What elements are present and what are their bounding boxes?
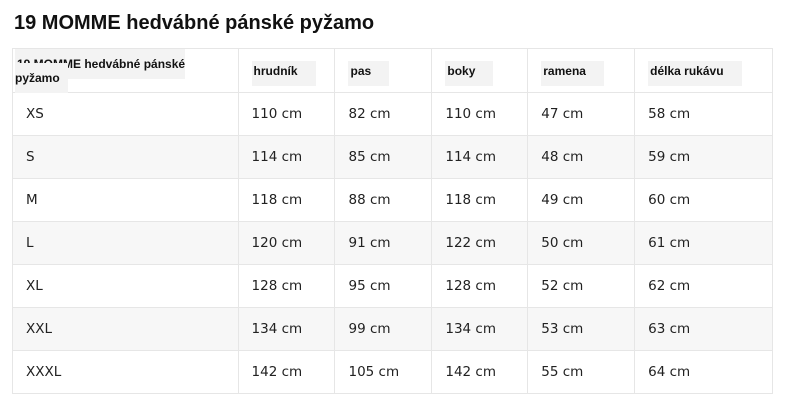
measurement-cell: 64 cm xyxy=(634,350,773,394)
column-header: boky xyxy=(431,48,529,93)
measurement-cell: 142 cm xyxy=(431,350,529,394)
table-header-row: 19 MOMME hedvábné pánské pyžamo hrudník pa… xyxy=(12,48,773,93)
measurement-cell: 142 cm xyxy=(237,350,336,394)
column-header-label: boky xyxy=(445,60,494,86)
measurement-cell: 48 cm xyxy=(527,135,636,179)
measurement-cell: 105 cm xyxy=(334,350,433,394)
measurement-cell: 110 cm xyxy=(431,92,529,136)
table-row: M 118 cm 88 cm 118 cm 49 cm 60 cm xyxy=(12,178,773,222)
column-header-label: pas xyxy=(348,60,390,86)
page-title: 19 MOMME hedvábné pánské pyžamo xyxy=(14,12,375,34)
column-header: 19 MOMME hedvábné pánské pyžamo xyxy=(12,48,239,93)
column-header-label: délka rukávu xyxy=(648,60,742,86)
measurement-cell: 128 cm xyxy=(431,264,529,308)
measurement-cell: 61 cm xyxy=(634,221,773,265)
column-header-label: hrudník xyxy=(251,60,316,86)
size-cell: XXL xyxy=(12,307,239,351)
table-row: XS 110 cm 82 cm 110 cm 47 cm 58 cm xyxy=(12,92,773,136)
column-header-label: 19 MOMME hedvábné pánské pyžamo xyxy=(15,48,186,93)
size-cell: XS xyxy=(12,92,239,136)
column-header: délka rukávu xyxy=(634,48,773,93)
measurement-cell: 49 cm xyxy=(527,178,636,222)
size-cell: M xyxy=(12,178,239,222)
size-cell: L xyxy=(12,221,239,265)
measurement-cell: 95 cm xyxy=(334,264,433,308)
measurement-cell: 63 cm xyxy=(634,307,773,351)
table-row: XXL 134 cm 99 cm 134 cm 53 cm 63 cm xyxy=(12,307,773,351)
measurement-cell: 114 cm xyxy=(431,135,529,179)
size-cell: S xyxy=(12,135,239,179)
table-row: S 114 cm 85 cm 114 cm 48 cm 59 cm xyxy=(12,135,773,179)
measurement-cell: 134 cm xyxy=(431,307,529,351)
table-row: L 120 cm 91 cm 122 cm 50 cm 61 cm xyxy=(12,221,773,265)
measurement-cell: 60 cm xyxy=(634,178,773,222)
measurement-cell: 99 cm xyxy=(334,307,433,351)
measurement-cell: 122 cm xyxy=(431,221,529,265)
column-header-label: ramena xyxy=(541,60,604,86)
table-row: XL 128 cm 95 cm 128 cm 52 cm 62 cm xyxy=(12,264,773,308)
measurement-cell: 62 cm xyxy=(634,264,773,308)
size-table: 19 MOMME hedvábné pánské pyžamo hrudník pa… xyxy=(12,48,773,394)
measurement-cell: 47 cm xyxy=(527,92,636,136)
measurement-cell: 128 cm xyxy=(237,264,336,308)
measurement-cell: 53 cm xyxy=(527,307,636,351)
measurement-cell: 110 cm xyxy=(237,92,336,136)
measurement-cell: 118 cm xyxy=(237,178,336,222)
measurement-cell: 85 cm xyxy=(334,135,433,179)
size-cell: XXXL xyxy=(12,350,239,394)
measurement-cell: 82 cm xyxy=(334,92,433,136)
measurement-cell: 52 cm xyxy=(527,264,636,308)
column-header: pas xyxy=(334,48,433,93)
column-header: hrudník xyxy=(237,48,336,93)
measurement-cell: 58 cm xyxy=(634,92,773,136)
measurement-cell: 50 cm xyxy=(527,221,636,265)
size-cell: XL xyxy=(12,264,239,308)
measurement-cell: 114 cm xyxy=(237,135,336,179)
measurement-cell: 88 cm xyxy=(334,178,433,222)
measurement-cell: 91 cm xyxy=(334,221,433,265)
measurement-cell: 120 cm xyxy=(237,221,336,265)
measurement-cell: 55 cm xyxy=(527,350,636,394)
measurement-cell: 118 cm xyxy=(431,178,529,222)
table-row: XXXL 142 cm 105 cm 142 cm 55 cm 64 cm xyxy=(12,350,773,394)
measurement-cell: 59 cm xyxy=(634,135,773,179)
column-header: ramena xyxy=(527,48,636,93)
measurement-cell: 134 cm xyxy=(237,307,336,351)
